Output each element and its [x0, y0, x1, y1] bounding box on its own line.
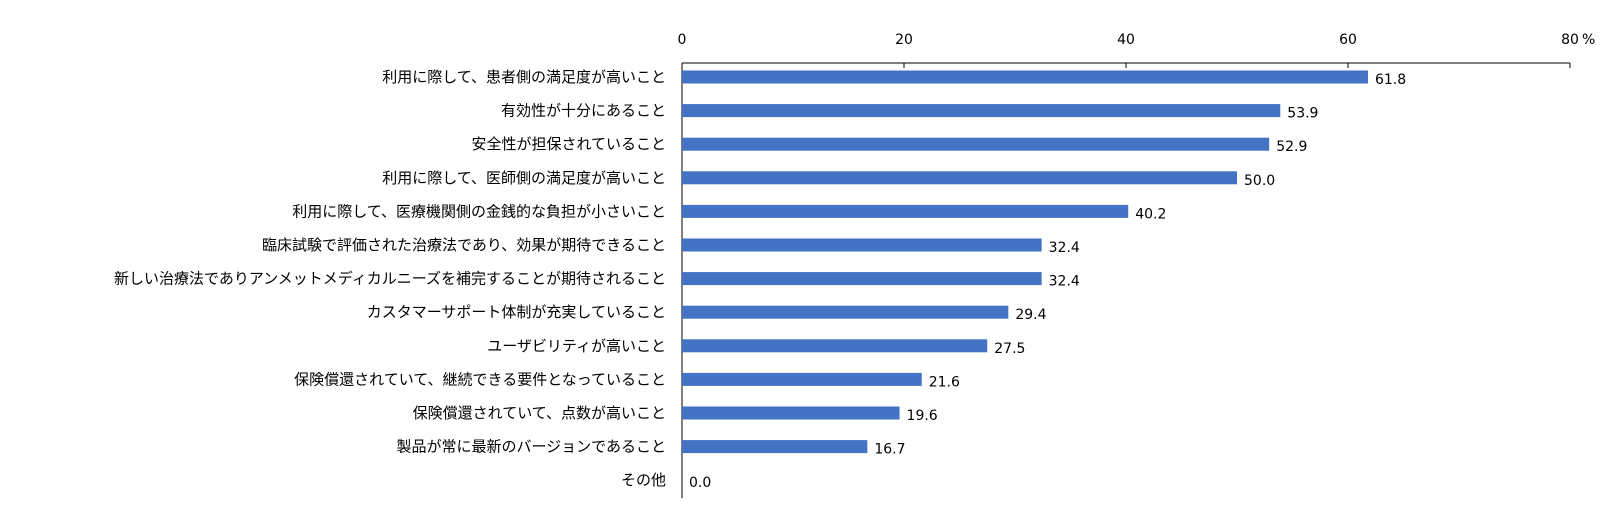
category-label: 新しい治療法でありアンメットメディカルニーズを補完することが期待されること — [114, 270, 666, 288]
bar — [682, 171, 1237, 185]
data-label: 0.0 — [689, 475, 711, 491]
x-tick-label: 0 — [678, 32, 687, 48]
bar — [682, 272, 1042, 286]
bar — [682, 305, 1009, 319]
data-label: 19.6 — [907, 408, 938, 424]
category-label: 利用に際して、患者側の満足度が高いこと — [382, 68, 666, 86]
data-label: 27.5 — [994, 341, 1025, 357]
data-label: 32.4 — [1049, 240, 1080, 256]
bar — [682, 70, 1368, 84]
data-label: 61.8 — [1375, 72, 1406, 88]
category-label: 保険償還されていて、点数が高いこと — [413, 404, 666, 422]
data-label: 16.7 — [874, 442, 905, 458]
bar — [682, 238, 1042, 252]
bar — [682, 406, 900, 420]
bar — [682, 339, 988, 353]
x-tick-label: 80 — [1561, 32, 1579, 48]
x-tick-label: 20 — [895, 32, 913, 48]
bar — [682, 137, 1270, 151]
data-label: 29.4 — [1015, 307, 1046, 323]
bar — [682, 104, 1281, 118]
category-label: 利用に際して、医療機関側の金銭的な負担が小さいこと — [292, 202, 666, 220]
data-label: 40.2 — [1135, 206, 1166, 222]
category-label: カスタマーサポート体制が充実していること — [367, 303, 666, 321]
category-label: その他 — [621, 471, 666, 489]
x-tick-label: 40 — [1117, 32, 1135, 48]
data-label: 53.9 — [1287, 106, 1318, 122]
data-label: 50.0 — [1244, 173, 1275, 189]
category-label: 臨床試験で評価された治療法であり、効果が期待できること — [262, 236, 666, 254]
bar — [682, 372, 922, 386]
bar — [682, 204, 1129, 218]
bar — [682, 440, 868, 454]
category-label: 利用に際して、医師側の満足度が高いこと — [382, 169, 666, 187]
category-label: 保険償還されていて、継続できる要件となっていること — [294, 370, 666, 388]
category-label: 製品が常に最新のバージョンであること — [396, 438, 666, 456]
data-label: 52.9 — [1276, 139, 1307, 155]
category-label: 有効性が十分にあること — [501, 102, 666, 120]
data-label: 21.6 — [929, 374, 960, 390]
x-axis-unit: % — [1582, 32, 1595, 48]
category-label: 安全性が担保されていること — [471, 135, 666, 153]
x-tick-label: 60 — [1339, 32, 1357, 48]
data-label: 32.4 — [1049, 274, 1080, 290]
category-label: ユーザビリティが高いこと — [487, 337, 666, 355]
